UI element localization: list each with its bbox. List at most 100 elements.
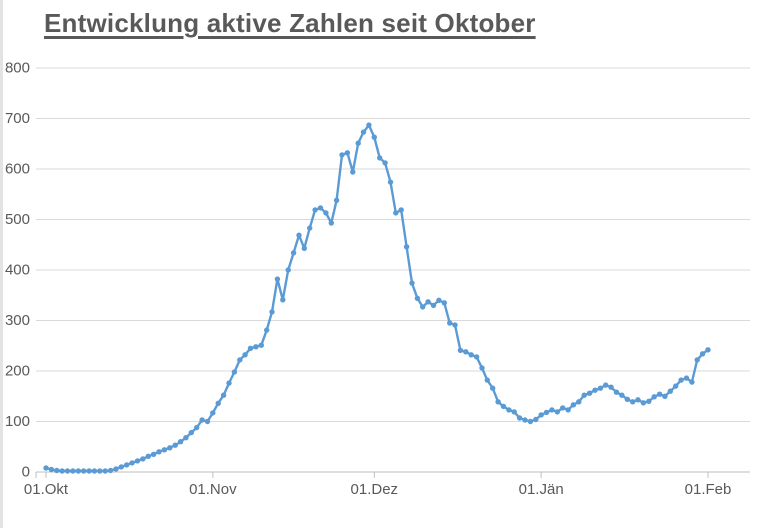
data-point-marker [554, 409, 560, 415]
data-point-marker [323, 210, 329, 216]
data-point-marker [285, 267, 291, 273]
data-point-marker [64, 468, 71, 474]
data-point-marker [54, 467, 60, 474]
data-point-marker [124, 462, 130, 468]
data-point-marker [586, 390, 593, 396]
data-point-marker [560, 405, 566, 411]
x-axis-tick-label: 01.Okt [24, 481, 69, 498]
data-point-marker [145, 453, 151, 459]
data-point-marker [635, 397, 641, 403]
data-point-marker [694, 357, 700, 363]
data-point-marker [527, 418, 534, 425]
data-point-marker [339, 152, 345, 158]
data-point-marker [183, 435, 189, 441]
data-point-marker [237, 357, 243, 363]
data-point-marker [603, 382, 609, 388]
data-point-marker [210, 410, 216, 416]
data-point-marker [355, 140, 361, 146]
data-point-marker [409, 280, 415, 286]
data-point-marker [393, 210, 399, 216]
data-point-marker [630, 399, 636, 405]
data-point-marker [317, 205, 324, 211]
x-axis-tick-label: 01.Feb [685, 481, 732, 498]
data-point-marker [570, 402, 577, 408]
data-point-marker [91, 468, 98, 474]
data-point-marker [371, 134, 377, 140]
x-axis-tick-label: 01.Nov [189, 481, 237, 498]
data-point-marker [199, 417, 205, 423]
data-point-marker [463, 349, 469, 355]
data-point-marker [129, 460, 135, 466]
data-point-marker [484, 377, 490, 383]
data-point-marker [48, 466, 55, 473]
data-point-marker [290, 250, 297, 256]
data-point-marker [231, 369, 238, 375]
data-point-marker [689, 379, 695, 385]
left-edge-line [0, 0, 3, 528]
data-point-marker [683, 375, 690, 381]
data-point-marker [360, 129, 367, 135]
data-point-marker [328, 220, 334, 226]
data-point-marker [651, 394, 657, 400]
y-axis-tick-label: 800 [5, 60, 30, 77]
data-point-marker [619, 392, 625, 398]
data-point-marker [188, 429, 194, 436]
data-point-marker [646, 398, 652, 404]
data-point-marker [656, 391, 663, 397]
data-point-marker [156, 449, 162, 455]
y-axis-tick-label: 300 [5, 312, 30, 329]
data-point-marker [506, 407, 512, 413]
data-point-marker [140, 456, 146, 462]
data-point-marker [226, 380, 232, 386]
data-point-marker [107, 467, 114, 474]
y-axis-tick-label: 0 [22, 464, 30, 481]
data-point-marker [81, 468, 87, 474]
data-point-marker [500, 403, 507, 410]
data-point-marker [177, 439, 184, 445]
data-point-marker [172, 442, 178, 448]
data-point-marker [581, 392, 587, 398]
data-point-marker [425, 299, 431, 305]
data-point-marker [678, 377, 684, 383]
data-point-marker [565, 407, 571, 413]
data-point-marker [490, 385, 496, 391]
data-point-marker [274, 276, 281, 282]
data-point-marker [549, 407, 555, 413]
data-point-marker [242, 352, 248, 358]
y-axis-tick-label: 700 [5, 110, 30, 127]
data-point-marker [495, 399, 501, 405]
data-point-marker [59, 468, 65, 474]
data-point-marker [543, 409, 550, 416]
data-point-marker [43, 465, 49, 471]
data-point-marker [204, 418, 211, 425]
data-point-marker [592, 387, 598, 393]
data-point-marker [613, 389, 620, 395]
data-point-marker [705, 347, 711, 353]
data-point-marker [667, 388, 673, 394]
chart-title: Entwicklung aktive Zahlen seit Oktober [44, 8, 536, 38]
data-point-marker [220, 392, 227, 398]
data-point-marker [333, 197, 340, 203]
data-point-marker [70, 468, 76, 474]
data-point-marker [102, 468, 108, 474]
data-point-marker [161, 447, 168, 453]
data-point-marker [97, 468, 103, 474]
data-point-marker [377, 155, 383, 161]
data-point-marker [269, 309, 275, 315]
data-point-marker [344, 150, 351, 156]
data-point-marker [264, 327, 270, 333]
data-point-marker [673, 383, 679, 389]
data-point-marker [194, 424, 200, 431]
data-point-marker [447, 320, 453, 326]
data-point-marker [430, 302, 437, 309]
data-point-marker [301, 245, 307, 251]
data-point-marker [258, 342, 264, 348]
data-point-marker [134, 458, 141, 464]
data-point-marker [307, 225, 313, 231]
data-point-marker [576, 399, 582, 405]
data-point-marker [436, 297, 442, 303]
data-point-marker [597, 385, 604, 391]
data-point-marker [640, 400, 647, 406]
